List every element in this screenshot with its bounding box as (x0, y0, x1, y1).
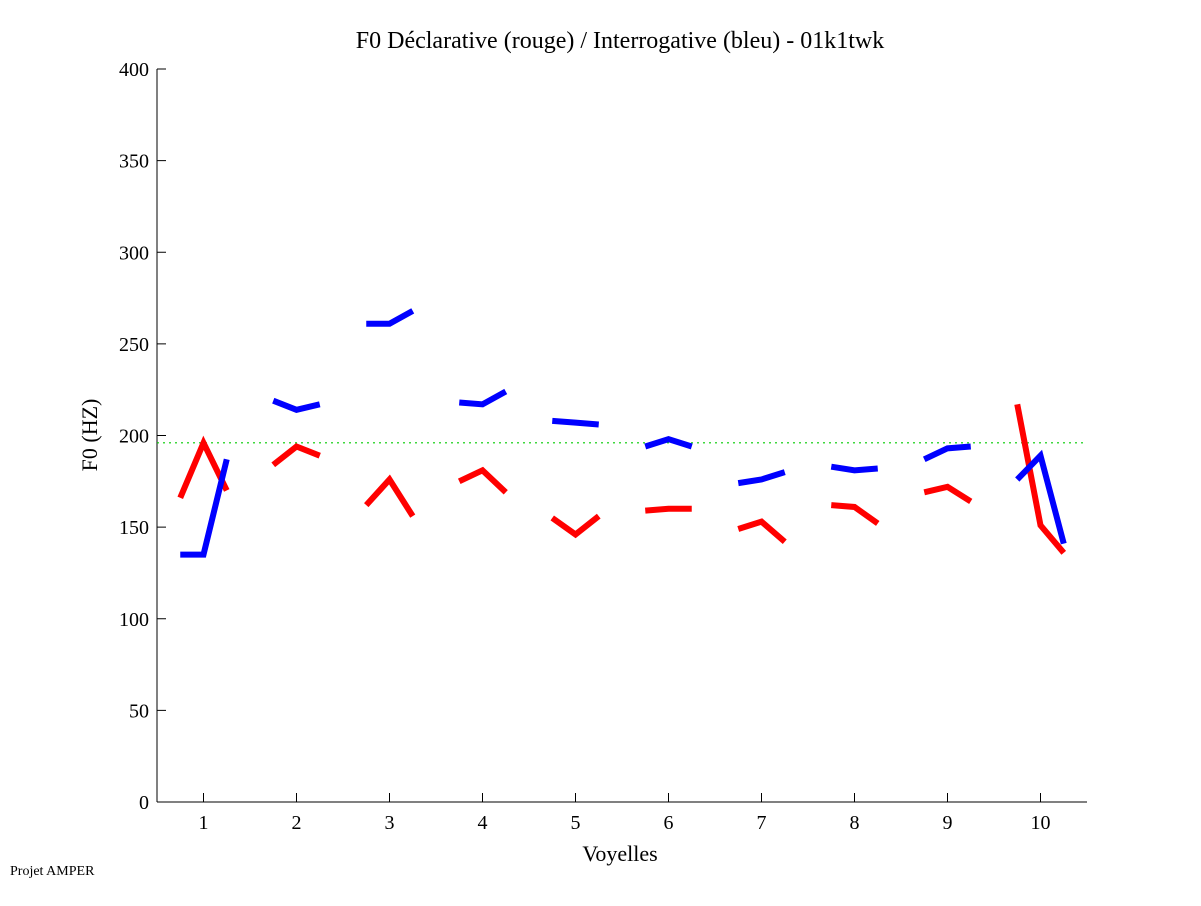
declarative-segment-10 (1014, 403, 1067, 555)
x-tick-label: 1 (199, 812, 209, 834)
declarative-segment-5 (550, 513, 601, 539)
declarative-segment-8 (831, 502, 880, 526)
y-tick-label: 250 (119, 334, 149, 356)
chart-title: F0 Déclarative (rouge) / Interrogative (… (356, 28, 884, 54)
declarative-segment-7 (737, 518, 787, 545)
y-tick-label: 50 (129, 700, 149, 722)
footer-credit: Projet AMPER (10, 864, 95, 879)
x-tick-label: 7 (757, 812, 767, 834)
x-tick-label: 3 (385, 812, 395, 834)
y-tick-label: 350 (119, 151, 149, 173)
x-tick-label: 8 (850, 812, 860, 834)
x-tick-label: 10 (1031, 812, 1051, 834)
x-tick-label: 4 (478, 812, 488, 834)
interrogative-segment-7 (737, 469, 786, 487)
x-tick-label: 9 (943, 812, 953, 834)
interrogative-segment-1 (180, 458, 230, 558)
y-axis-label: F0 (HZ) (77, 399, 102, 472)
interrogative-segment-10 (1015, 449, 1067, 545)
interrogative-segment-8 (830, 463, 878, 474)
interrogative-segment-4 (459, 388, 508, 408)
declarative-segment-6 (645, 505, 692, 514)
x-tick-label: 5 (571, 812, 581, 834)
y-tick-label: 400 (119, 59, 149, 81)
declarative-segment-9 (923, 483, 973, 505)
y-tick-label: 200 (119, 426, 149, 448)
declarative-segment-2 (271, 443, 321, 468)
x-tick-label: 2 (292, 812, 302, 834)
y-tick-label: 100 (119, 609, 149, 631)
interrogative-segment-6 (644, 436, 693, 450)
x-axis-label: Voyelles (582, 841, 657, 866)
y-tick-label: 300 (119, 242, 149, 264)
y-tick-label: 0 (139, 792, 149, 814)
interrogative-segment-5 (552, 417, 599, 428)
interrogative-segment-9 (922, 443, 971, 463)
declarative-segment-1 (177, 435, 230, 499)
x-tick-label: 6 (664, 812, 674, 834)
interrogative-segment-2 (272, 397, 321, 413)
declarative-segment-3 (364, 474, 416, 518)
declarative-segment-4 (457, 466, 508, 495)
interrogative-segment-3 (366, 308, 415, 327)
y-tick-label: 150 (119, 517, 149, 539)
